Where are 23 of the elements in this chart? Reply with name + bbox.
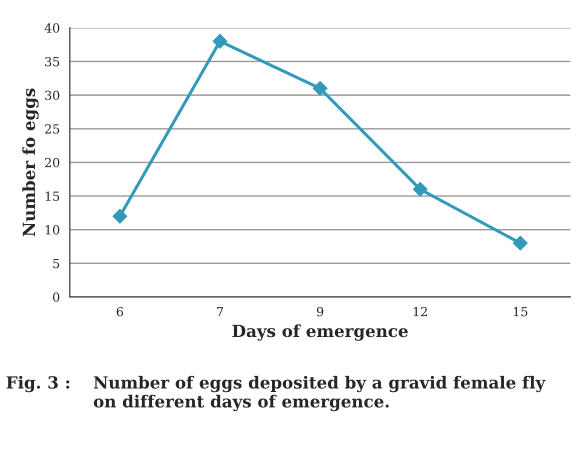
caption: Fig. 3 : xyxy=(6,376,70,392)
point xyxy=(412,182,428,197)
point xyxy=(212,34,228,49)
point xyxy=(512,236,528,251)
y-axis-title: Number fo eggs xyxy=(22,88,39,236)
y-tick-label: 25 xyxy=(45,124,60,134)
x-tick-label: 7 xyxy=(217,307,224,316)
y-tick-label: 40 xyxy=(44,23,60,33)
point xyxy=(112,208,128,224)
text: Number of eggs deposited by a gravid female fly on different days of emergence. xyxy=(94,376,546,412)
point xyxy=(312,80,328,96)
y-tick-label: 20 xyxy=(45,158,60,168)
y-tick-label: 0 xyxy=(52,292,60,302)
y-tick-label: 15 xyxy=(46,192,60,201)
x-tick-label: 6 xyxy=(116,306,124,316)
y-tick-label: 10 xyxy=(46,225,60,235)
y-tick-label: 35 xyxy=(45,56,60,66)
x-tick-label: 15 xyxy=(514,306,528,316)
x-tick-label: 12 xyxy=(414,306,427,316)
y-tick-label: 30 xyxy=(45,90,60,100)
x-axis-title: Days of emergence xyxy=(232,324,408,341)
x-tick-label: 9 xyxy=(316,306,324,316)
y-tick-label: 5 xyxy=(53,258,60,268)
